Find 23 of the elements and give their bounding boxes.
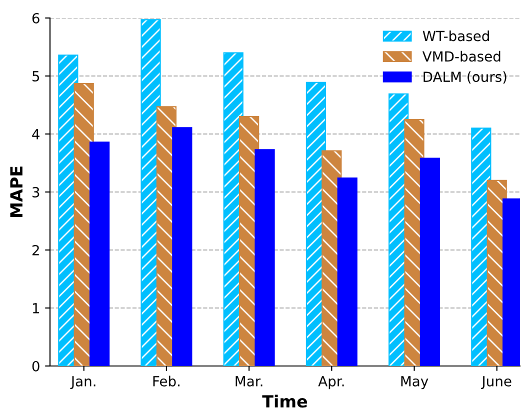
x-tick-label: Jan. bbox=[70, 376, 96, 390]
x-tick-label: Feb. bbox=[153, 376, 180, 386]
x-tick-label: May bbox=[401, 376, 428, 390]
bar bbox=[90, 142, 110, 366]
legend-label: VMD-based bbox=[422, 50, 500, 62]
x-axis-title: Time bbox=[262, 394, 308, 408]
y-axis-title: MAPE bbox=[10, 166, 22, 218]
x-tick-label: Mar. bbox=[236, 376, 262, 386]
bar bbox=[172, 127, 192, 366]
y-tick-label: 5 bbox=[32, 71, 40, 82]
bar bbox=[420, 158, 440, 366]
legend-label: WT-based bbox=[422, 30, 489, 42]
y-tick-label: 0 bbox=[32, 360, 40, 372]
legend-label: DALM (ours) bbox=[424, 71, 506, 84]
bar bbox=[254, 149, 275, 366]
y-tick-label: 6 bbox=[32, 12, 40, 24]
bar bbox=[337, 178, 358, 366]
y-tick-label: 3 bbox=[32, 186, 40, 198]
x-tick-label: June bbox=[481, 376, 512, 390]
y-tick-label: 1 bbox=[32, 303, 39, 314]
y-tick-label: 4 bbox=[32, 129, 40, 140]
y-tick-label: 2 bbox=[32, 244, 39, 256]
x-tick-label: Apr. bbox=[318, 376, 344, 390]
